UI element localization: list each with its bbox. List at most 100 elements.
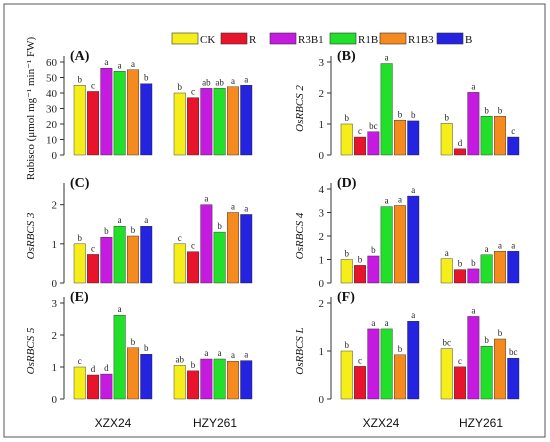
significance-letter: ab xyxy=(176,354,185,364)
y-tick-label: 0 xyxy=(52,278,58,290)
y-axis-label: OsRBCS 3 xyxy=(25,212,37,259)
y-tick-label: 2 xyxy=(52,330,58,342)
legend-label: R3B1 xyxy=(298,34,324,46)
bar xyxy=(440,348,453,400)
bar xyxy=(467,316,480,400)
bar xyxy=(113,71,126,156)
panel-label: (E) xyxy=(70,290,89,305)
x-category-label: XZX24 xyxy=(363,416,400,430)
bar xyxy=(407,195,420,284)
bar xyxy=(480,254,493,284)
bar xyxy=(507,251,520,284)
significance-letter: b xyxy=(484,105,489,115)
y-tick-label: 3 xyxy=(319,208,325,220)
bar xyxy=(87,254,100,284)
legend-swatch xyxy=(171,32,199,45)
significance-letter: a xyxy=(511,240,515,250)
y-axis-label: OsRBCS 5 xyxy=(25,327,37,374)
significance-letter: a xyxy=(118,304,122,314)
significance-letter: a xyxy=(498,240,502,250)
legend: CK R R3B1 R1B1 R1B3 B xyxy=(171,32,472,46)
bar xyxy=(340,350,353,400)
significance-letter: a xyxy=(445,248,449,258)
significance-letter: c xyxy=(191,87,195,97)
significance-letter: b xyxy=(131,337,136,347)
significance-letter: a xyxy=(411,310,415,320)
significance-letter: b xyxy=(498,328,503,338)
bar xyxy=(440,123,453,156)
significance-letter: c xyxy=(358,126,362,136)
significance-letter: b xyxy=(358,254,363,264)
significance-letter: c xyxy=(178,233,182,243)
significance-letter: d xyxy=(91,364,96,374)
y-tick-label: 1 xyxy=(52,239,58,251)
bar xyxy=(173,365,186,400)
significance-letter: b xyxy=(191,360,196,370)
legend-label: R xyxy=(249,34,257,46)
bar xyxy=(507,358,520,400)
significance-letter: b xyxy=(78,233,83,243)
y-tick-label: 1 xyxy=(319,346,325,358)
significance-letter: a xyxy=(231,350,235,360)
bar xyxy=(240,85,253,156)
significance-letter: c xyxy=(78,356,82,366)
bar xyxy=(380,328,393,400)
legend-label: R1B3 xyxy=(408,34,434,46)
bar xyxy=(87,91,100,156)
bar xyxy=(480,346,493,400)
x-category-label: HZY261 xyxy=(459,416,503,430)
bar xyxy=(200,204,213,284)
significance-letter: a xyxy=(244,74,248,84)
significance-letter: bc xyxy=(443,338,452,348)
bar xyxy=(467,92,480,156)
bar xyxy=(113,226,126,284)
bar xyxy=(367,255,380,284)
significance-letter: b xyxy=(445,112,450,122)
bar xyxy=(173,92,186,156)
significance-letter: c xyxy=(91,243,95,253)
y-tick-label: 10 xyxy=(46,135,58,147)
significance-letter: bc xyxy=(369,121,378,131)
bar xyxy=(100,67,113,156)
significance-letter: b xyxy=(484,335,489,345)
panel-label: (A) xyxy=(70,49,90,64)
legend-swatch xyxy=(269,32,297,45)
bar xyxy=(454,366,466,400)
significance-letter: d xyxy=(458,138,463,148)
bar xyxy=(340,123,353,156)
significance-letter: b xyxy=(345,249,350,259)
x-category-label: HZY261 xyxy=(193,416,237,430)
bar xyxy=(480,116,493,156)
bar xyxy=(173,243,186,284)
y-tick-label: 1 xyxy=(52,362,58,374)
significance-letter: b xyxy=(104,226,109,236)
significance-letter: a xyxy=(204,348,208,358)
bar xyxy=(213,358,226,400)
y-tick-label: 0 xyxy=(319,150,325,162)
y-tick-label: 0 xyxy=(319,394,325,406)
x-category-labels: XZX24 HZY261 XZX24 HZY261 xyxy=(95,416,504,430)
bar xyxy=(200,88,213,156)
y-tick-label: 20 xyxy=(46,119,58,131)
significance-letter: b xyxy=(131,225,136,235)
legend-label: R1B1 xyxy=(358,34,384,46)
significance-letter: a xyxy=(385,53,389,63)
y-tick-label: 0 xyxy=(52,394,58,406)
bar xyxy=(226,212,239,284)
y-tick-label: 40 xyxy=(46,88,58,100)
significance-letter: b xyxy=(458,259,463,269)
significance-letter: a xyxy=(471,81,475,91)
significance-letter: a xyxy=(385,196,389,206)
y-tick-label: 1 xyxy=(319,119,325,131)
y-tick-label: 2 xyxy=(319,298,325,310)
significance-letter: a xyxy=(204,194,208,204)
y-axis-label: Rubisco (μmol mg⁻¹ min⁻¹ FW) xyxy=(25,37,37,181)
legend-swatch xyxy=(220,32,248,45)
significance-letter: b xyxy=(78,74,83,84)
y-tick-label: 3 xyxy=(319,57,325,69)
legend-swatch xyxy=(379,32,407,45)
bar xyxy=(494,251,506,284)
significance-letter: c xyxy=(358,355,362,365)
